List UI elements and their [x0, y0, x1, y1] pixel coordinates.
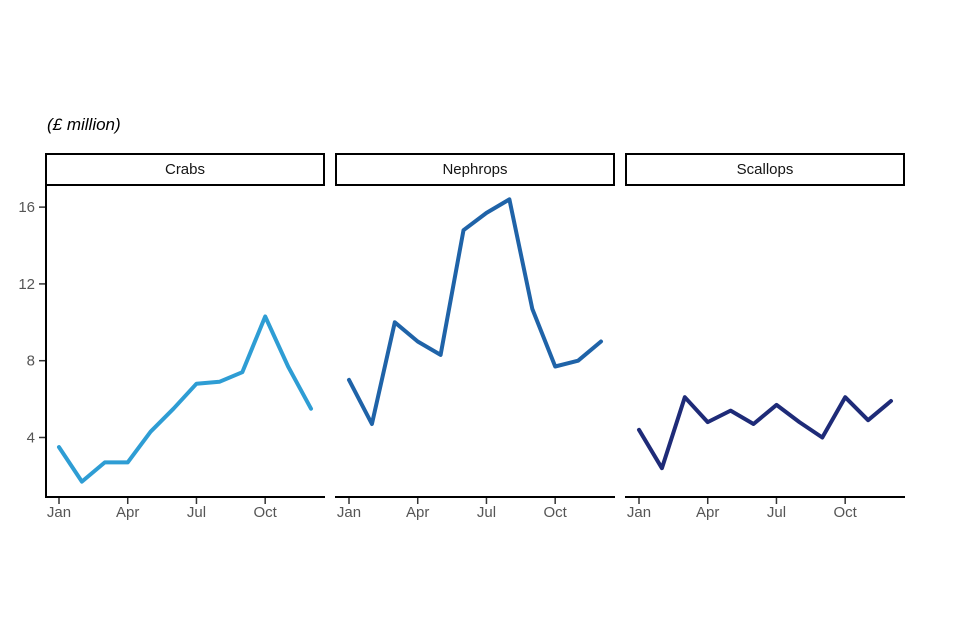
x-axis-tick-label: Jul: [187, 504, 206, 521]
x-axis-tick-label: Oct: [544, 504, 568, 521]
chart-title: (£ million): [47, 115, 121, 134]
x-axis-tick-label: Jul: [767, 504, 786, 521]
y-axis-tick-label: 4: [27, 429, 35, 446]
facet-strip-label: Crabs: [164, 161, 205, 178]
facet-strip-label: Scallops: [736, 161, 794, 178]
x-axis-tick-label: Apr: [406, 504, 429, 521]
facet-strip-crabs: Crabs: [45, 153, 325, 186]
x-axis-tick-label: Apr: [696, 504, 719, 521]
facet-strip-scallops: Scallops: [625, 153, 905, 186]
x-axis-tick-label: Apr: [116, 504, 139, 521]
y-axis-tick-label: 16: [18, 199, 35, 216]
facet-strip-nephrops: Nephrops: [335, 153, 615, 186]
series-line-crabs: [57, 314, 313, 484]
x-axis-tick-label: Oct: [834, 504, 858, 521]
x-axis-tick-label: Oct: [254, 504, 278, 521]
x-axis-tick-label: Jan: [337, 504, 361, 521]
x-axis-tick-label: Jan: [47, 504, 71, 521]
x-axis-tick-label: Jan: [627, 504, 651, 521]
y-axis-tick-label: 8: [27, 353, 35, 370]
y-axis-tick-label: 12: [18, 276, 35, 293]
series-line-nephrops: [347, 197, 603, 426]
x-axis-tick-label: Jul: [477, 504, 496, 521]
series-line-scallops: [637, 395, 893, 471]
facet-strip-label: Nephrops: [442, 161, 508, 178]
